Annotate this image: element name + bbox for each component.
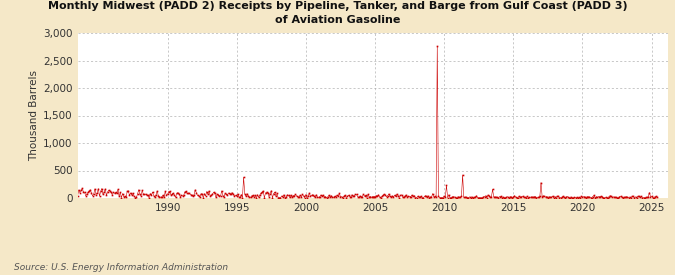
Text: Source: U.S. Energy Information Administration: Source: U.S. Energy Information Administ…	[14, 263, 227, 272]
Text: Monthly Midwest (PADD 2) Receipts by Pipeline, Tanker, and Barge from Gulf Coast: Monthly Midwest (PADD 2) Receipts by Pip…	[48, 1, 627, 24]
Y-axis label: Thousand Barrels: Thousand Barrels	[29, 70, 39, 161]
